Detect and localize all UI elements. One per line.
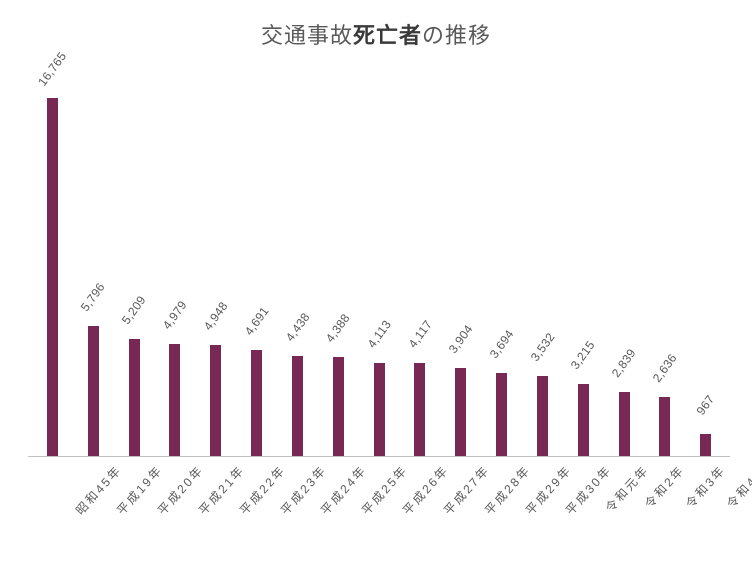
bar-container: 16,7655,796 5,209 4,979 4,948 4,691 4,438 4,38…: [28, 62, 730, 456]
bar-slot: 4,117: [399, 62, 440, 456]
value-label: 4,691: [242, 305, 272, 339]
bar-slot: 3,532: [522, 62, 563, 456]
bar: [414, 363, 425, 456]
bar-slot: 4,388: [318, 62, 359, 456]
x-label-slot: 令和4年: [685, 457, 726, 545]
chart-title: 交通事故死亡者の推移: [0, 0, 752, 50]
x-label-slot: 平成25年: [318, 457, 359, 545]
chart-area: 16,7655,796 5,209 4,979 4,948 4,691 4,438 4,38…: [28, 62, 730, 545]
x-label-slot: 平成30年: [522, 457, 563, 545]
value-label: 5,209: [119, 293, 149, 327]
value-label: 2,839: [609, 346, 639, 380]
x-label-slot: 平成26年: [359, 457, 400, 545]
bar: [374, 363, 385, 456]
bar-slot: 3,904: [440, 62, 481, 456]
x-label-slot: 令和元年: [563, 457, 604, 545]
value-label: 967: [694, 393, 718, 418]
bar-slot: 967: [685, 62, 726, 456]
bar: [333, 357, 344, 456]
x-label-slot: 平成19年: [73, 457, 114, 545]
plot-region: 16,7655,796 5,209 4,979 4,948 4,691 4,438 4,38…: [28, 62, 730, 457]
value-label: 16,765: [35, 49, 69, 88]
bar: [496, 373, 507, 456]
x-label-slot: 平成24年: [277, 457, 318, 545]
title-prefix: 交通事故: [261, 23, 353, 48]
title-bold: 死亡者: [353, 23, 422, 48]
bar-slot: 2,839: [604, 62, 645, 456]
value-label: 2,636: [650, 351, 680, 385]
bar-slot: 5,209: [114, 62, 155, 456]
value-label: 4,979: [160, 298, 190, 332]
x-label-slot: 平成21年: [154, 457, 195, 545]
bar-slot: 5,796: [73, 62, 114, 456]
x-axis-labels: 昭和45年平成19年平成20年平成21年平成22年平成23年平成24年平成25年…: [28, 457, 730, 545]
bar: [700, 434, 711, 456]
bar: [169, 344, 180, 456]
value-label: 4,113: [364, 318, 393, 351]
value-label: 3,904: [446, 322, 476, 356]
bar: [537, 376, 548, 456]
x-label-slot: 平成23年: [236, 457, 277, 545]
value-label: 5,796: [78, 280, 108, 314]
x-label-slot: 令和3年: [644, 457, 685, 545]
bar-slot: 4,691: [236, 62, 277, 456]
value-label: 4,117: [405, 318, 434, 351]
bar: [47, 98, 58, 456]
x-label-slot: 令和2年: [604, 457, 645, 545]
x-label-slot: 平成20年: [114, 457, 155, 545]
bar: [210, 345, 221, 456]
bar-slot: 4,979: [154, 62, 195, 456]
bar-slot: 3,694: [481, 62, 522, 456]
x-label-slot: 平成27年: [399, 457, 440, 545]
bar: [292, 356, 303, 456]
bar: [455, 368, 466, 456]
title-suffix: の推移: [422, 23, 491, 48]
value-label: 3,532: [527, 331, 557, 365]
bar-slot: 16,765: [32, 62, 73, 456]
bar-slot: 4,438: [277, 62, 318, 456]
bar-slot: 3,215: [563, 62, 604, 456]
bar-slot: 4,113: [359, 62, 400, 456]
bar: [88, 326, 99, 456]
value-label: 3,215: [568, 338, 598, 372]
bar: [659, 397, 670, 456]
bar: [129, 339, 140, 456]
bar: [619, 392, 630, 456]
bar: [251, 350, 262, 456]
bar-slot: 4,948: [195, 62, 236, 456]
bar: [578, 384, 589, 456]
x-label-slot: 平成28年: [440, 457, 481, 545]
x-label-slot: 平成29年: [481, 457, 522, 545]
value-label: 4,948: [201, 299, 231, 333]
bar-slot: 2,636: [644, 62, 685, 456]
value-label: 4,388: [323, 311, 353, 345]
x-label-slot: 昭和45年: [32, 457, 73, 545]
value-label: 4,438: [282, 310, 312, 344]
x-label-slot: 平成22年: [195, 457, 236, 545]
x-axis-label: 令和4年: [722, 463, 752, 512]
value-label: 3,694: [487, 327, 517, 361]
